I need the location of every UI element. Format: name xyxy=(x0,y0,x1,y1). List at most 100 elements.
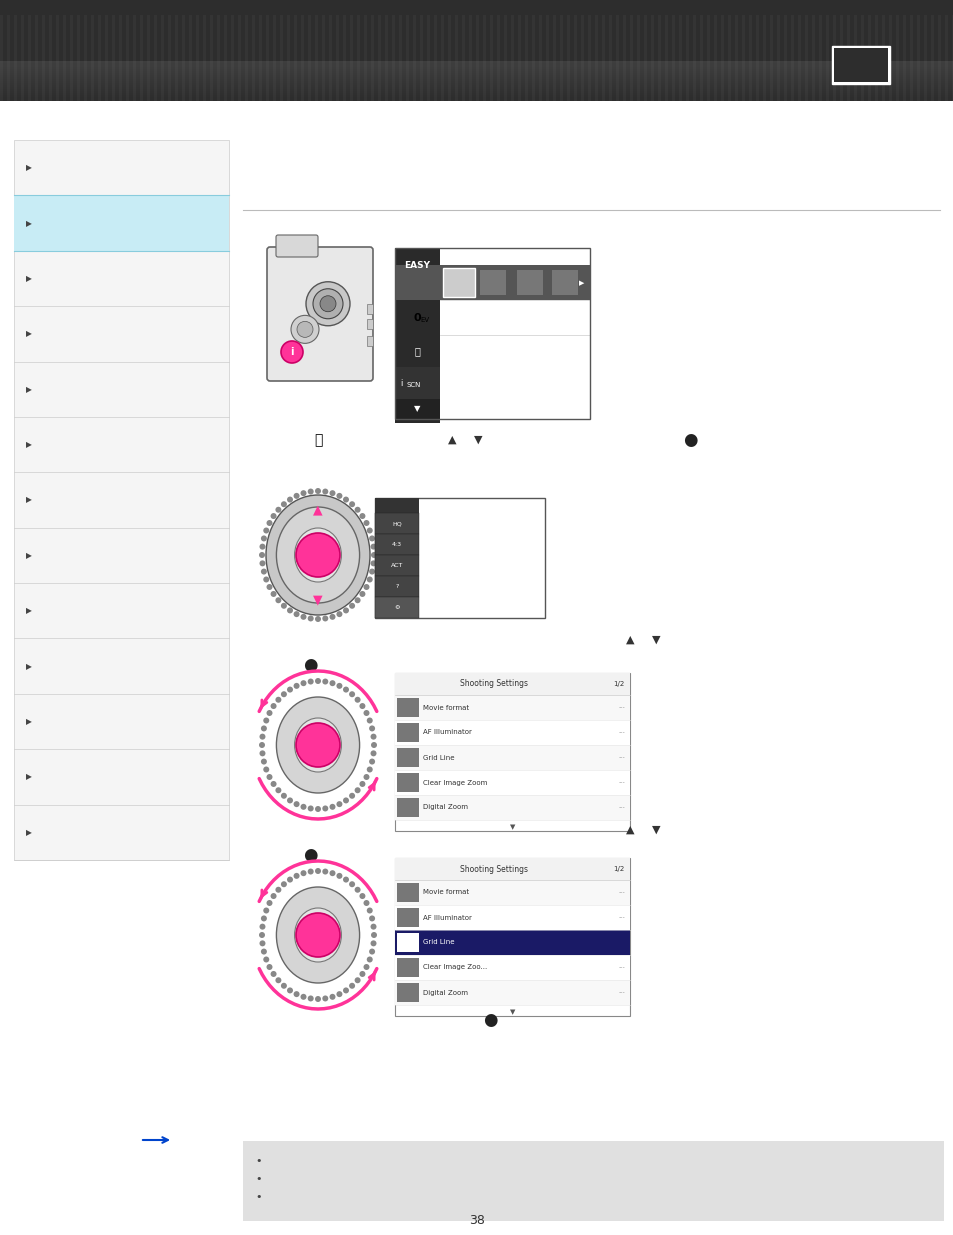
Text: ●: ● xyxy=(482,1011,497,1029)
Circle shape xyxy=(266,774,273,781)
Text: ⚙: ⚙ xyxy=(394,605,399,610)
Bar xyxy=(395,248,589,419)
Bar xyxy=(35,15,38,101)
Circle shape xyxy=(359,703,365,709)
Text: ▲: ▲ xyxy=(625,635,634,645)
Circle shape xyxy=(313,289,343,319)
Circle shape xyxy=(287,877,293,883)
Circle shape xyxy=(266,710,273,716)
Bar xyxy=(727,15,731,101)
Bar xyxy=(888,15,892,101)
Circle shape xyxy=(349,882,355,887)
Bar xyxy=(329,15,333,101)
Text: SCN: SCN xyxy=(407,382,421,388)
Circle shape xyxy=(263,718,269,724)
Text: ▶: ▶ xyxy=(26,551,31,559)
Bar xyxy=(650,15,654,101)
Bar xyxy=(395,673,629,831)
Bar xyxy=(679,15,681,101)
Circle shape xyxy=(366,527,373,534)
Circle shape xyxy=(266,520,273,526)
Circle shape xyxy=(363,710,369,716)
Bar xyxy=(0,83,953,85)
Circle shape xyxy=(366,577,373,583)
Bar xyxy=(395,881,629,905)
Text: ---: --- xyxy=(618,965,624,969)
Bar xyxy=(126,15,130,101)
Text: ▼: ▼ xyxy=(509,1009,515,1015)
Text: ▶: ▶ xyxy=(26,330,31,338)
Text: ---: --- xyxy=(618,730,624,735)
Bar xyxy=(0,86,953,89)
Bar xyxy=(517,15,521,101)
Bar xyxy=(762,15,765,101)
Bar xyxy=(243,1141,943,1221)
Circle shape xyxy=(259,561,265,567)
Text: 38: 38 xyxy=(469,1214,484,1228)
Bar xyxy=(49,15,52,101)
Text: ▲: ▲ xyxy=(447,435,456,445)
Bar xyxy=(664,15,668,101)
Bar xyxy=(119,15,122,101)
Circle shape xyxy=(275,598,281,603)
Circle shape xyxy=(291,315,318,343)
Bar xyxy=(861,15,863,101)
Bar xyxy=(364,15,367,101)
Bar xyxy=(580,15,584,101)
Circle shape xyxy=(259,734,265,740)
Text: i: i xyxy=(290,347,294,357)
Bar xyxy=(216,15,220,101)
Bar xyxy=(517,270,542,295)
Text: HQ: HQ xyxy=(392,521,401,526)
Bar xyxy=(287,15,291,101)
Circle shape xyxy=(308,615,314,621)
Bar xyxy=(937,15,941,101)
Bar xyxy=(595,15,598,101)
Bar xyxy=(944,15,947,101)
Circle shape xyxy=(280,793,287,799)
Ellipse shape xyxy=(276,508,359,603)
Circle shape xyxy=(329,490,335,496)
Circle shape xyxy=(349,501,355,508)
Circle shape xyxy=(366,767,373,772)
Text: ▼: ▼ xyxy=(313,594,322,606)
Bar xyxy=(91,15,94,101)
Circle shape xyxy=(343,798,349,804)
Bar xyxy=(0,67,953,69)
Text: 1/2: 1/2 xyxy=(612,680,623,687)
Bar xyxy=(375,597,418,618)
Bar xyxy=(629,15,633,101)
Bar xyxy=(161,15,164,101)
Text: 1/2: 1/2 xyxy=(612,866,623,872)
Circle shape xyxy=(263,767,269,772)
Text: Movie format: Movie format xyxy=(422,704,469,710)
Text: ▶: ▶ xyxy=(26,440,31,450)
Bar xyxy=(396,958,418,977)
Bar xyxy=(637,15,639,101)
Bar xyxy=(396,908,418,927)
Circle shape xyxy=(260,758,267,764)
Circle shape xyxy=(308,995,314,1002)
Bar xyxy=(616,15,618,101)
Bar xyxy=(511,15,514,101)
Bar xyxy=(395,905,629,930)
Text: ---: --- xyxy=(618,705,624,710)
Text: Shooting Settings: Shooting Settings xyxy=(459,679,527,688)
Circle shape xyxy=(314,806,320,811)
Text: ▼: ▼ xyxy=(414,405,420,414)
Text: Clear Image Zoom: Clear Image Zoom xyxy=(422,779,487,785)
Bar xyxy=(395,858,629,881)
Circle shape xyxy=(308,678,314,684)
Circle shape xyxy=(260,948,267,955)
Circle shape xyxy=(314,868,320,874)
Bar xyxy=(14,195,229,251)
Circle shape xyxy=(329,871,335,876)
Circle shape xyxy=(370,751,376,756)
Circle shape xyxy=(370,734,376,740)
Ellipse shape xyxy=(294,718,341,772)
Bar xyxy=(395,367,439,399)
Circle shape xyxy=(260,915,267,921)
Bar xyxy=(0,70,953,73)
Bar xyxy=(396,722,418,742)
Circle shape xyxy=(281,341,303,363)
